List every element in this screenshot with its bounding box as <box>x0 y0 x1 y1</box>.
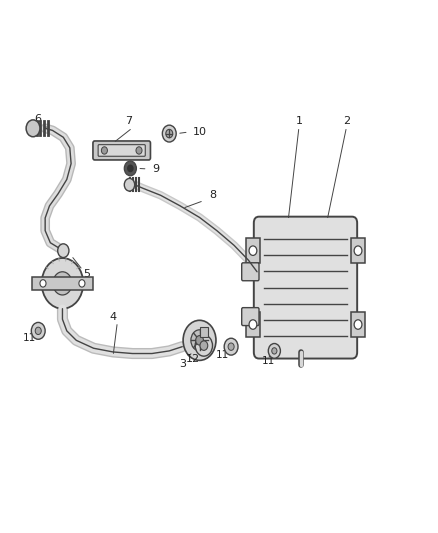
Circle shape <box>101 147 107 154</box>
Circle shape <box>224 338 238 355</box>
Circle shape <box>166 130 173 138</box>
Text: 10: 10 <box>193 127 207 137</box>
FancyBboxPatch shape <box>242 308 259 326</box>
FancyBboxPatch shape <box>98 144 145 156</box>
Text: 9: 9 <box>153 164 160 174</box>
Circle shape <box>35 327 41 335</box>
Text: 2: 2 <box>343 116 350 126</box>
Circle shape <box>136 147 142 154</box>
Circle shape <box>191 330 208 351</box>
FancyBboxPatch shape <box>200 327 208 337</box>
Circle shape <box>42 258 83 309</box>
Circle shape <box>354 320 362 329</box>
Text: 5: 5 <box>84 269 91 279</box>
Circle shape <box>124 161 136 176</box>
Circle shape <box>195 335 212 356</box>
FancyBboxPatch shape <box>351 238 365 263</box>
Text: 3: 3 <box>179 359 186 369</box>
FancyBboxPatch shape <box>254 216 357 359</box>
FancyBboxPatch shape <box>93 141 151 160</box>
Circle shape <box>26 120 40 137</box>
Circle shape <box>124 179 134 191</box>
Text: 12: 12 <box>186 354 200 364</box>
Circle shape <box>228 343 234 350</box>
Circle shape <box>249 246 257 255</box>
FancyBboxPatch shape <box>351 312 365 337</box>
Circle shape <box>58 244 69 257</box>
Text: 11: 11 <box>262 357 276 367</box>
Circle shape <box>53 272 72 295</box>
FancyBboxPatch shape <box>246 312 260 337</box>
Circle shape <box>249 320 257 329</box>
Text: 4: 4 <box>110 312 117 321</box>
Circle shape <box>162 125 176 142</box>
FancyBboxPatch shape <box>246 238 260 263</box>
Circle shape <box>40 280 46 287</box>
Circle shape <box>183 320 216 360</box>
Circle shape <box>128 165 133 172</box>
Circle shape <box>79 280 85 287</box>
FancyBboxPatch shape <box>242 263 259 281</box>
Text: 8: 8 <box>209 190 216 200</box>
Circle shape <box>272 348 277 354</box>
Circle shape <box>200 341 208 350</box>
Circle shape <box>268 343 280 358</box>
Text: 7: 7 <box>125 116 132 126</box>
Circle shape <box>196 336 203 345</box>
FancyBboxPatch shape <box>32 277 93 290</box>
Text: 6: 6 <box>35 114 42 124</box>
Text: 11: 11 <box>23 333 36 343</box>
Circle shape <box>32 322 45 340</box>
Text: 1: 1 <box>296 116 303 126</box>
Text: 11: 11 <box>216 350 229 360</box>
Circle shape <box>354 246 362 255</box>
